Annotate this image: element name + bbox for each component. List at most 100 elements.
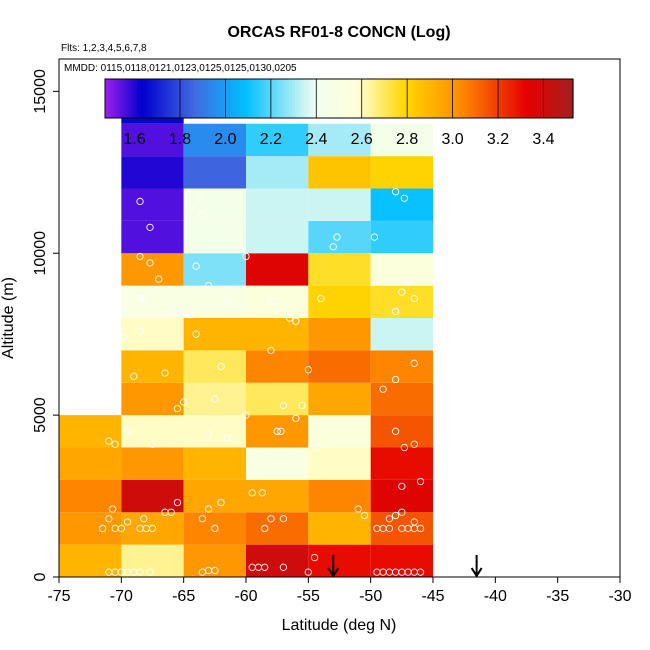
colorbar-swatch [564,79,568,118]
data-point [130,372,138,380]
data-point [204,281,213,290]
colorbar-swatch [277,79,282,118]
heatmap-cell [308,415,371,448]
data-point [198,210,207,219]
colorbar-swatch [406,79,410,118]
colorbar-swatch [125,79,129,118]
plot-frame [58,58,621,578]
x-tick-label: -55 [297,588,320,605]
colorbar-swatch [388,79,393,118]
y-axis: 0 5000 10000 15000 [32,69,59,581]
heatmap-cell [308,318,371,351]
colorbar-swatch [344,79,349,118]
data-point [146,223,154,232]
colorbar-swatch [300,79,305,118]
colorbar-tick-label: 2.6 [351,131,373,148]
data-point [360,511,369,520]
colorbar-swatch [192,79,197,118]
heatmap-cell [121,350,184,383]
colorbar-swatch [201,79,206,118]
data-point [292,317,300,325]
colorbar-swatch [356,79,361,118]
colorbar-swatch [134,79,138,118]
data-point [317,294,325,303]
heatmap-cell [121,156,184,189]
heatmap-cell [121,318,184,351]
colorbar-swatch [318,79,323,118]
colorbar-swatch [303,79,308,118]
data-point [391,427,400,435]
data-point [292,414,300,423]
data-point [248,489,256,497]
data-point [285,314,294,322]
colorbar-swatch [207,79,211,118]
heatmap-cell [308,220,371,254]
data-point [398,482,406,490]
heatmap-cell [121,447,184,480]
colorbar-swatch [534,79,539,118]
colorbar-swatch [324,79,328,118]
colorbar-swatch [333,79,337,118]
colorbar-swatch [458,79,463,118]
data-point [400,194,408,202]
colorbar-swatch [379,79,384,118]
colorbar-swatch [151,79,156,118]
colorbar-swatch [546,79,551,118]
colorbar-swatch [154,79,159,118]
colorbar-ticks: 1.6 1.8 2.0 2.2 2.4 2.6 2.8 3.0 3.2 3.4 [123,131,554,148]
heatmap-cell [246,544,309,577]
colorbar-swatch [286,79,290,118]
colorbar-swatch [453,79,457,118]
data-point [410,359,418,367]
colorbar-swatch [213,79,217,118]
heatmap-cell [370,479,433,513]
colorbar-swatch [540,79,545,118]
colorbar-tick-label: 3.0 [441,131,463,148]
data-point [391,307,400,316]
colorbar-swatch [175,79,179,118]
heatmap-cell [308,253,371,286]
data-point [333,233,341,241]
colorbar-swatch [339,79,343,118]
x-tick-label: -35 [546,588,569,605]
dates-subtitle: MMDD: 0115,0118,0121,0123,0125,0125,0130… [64,63,297,74]
colorbar-swatch [508,79,513,118]
colorbar-swatch [350,79,355,118]
heatmap-cell [246,350,309,383]
heatmap-cell [59,447,122,480]
colorbar-swatch [347,79,352,118]
colorbar-swatch [570,79,574,118]
colorbar-tick-label: 2.0 [214,131,236,148]
heatmap-cell [183,156,246,189]
colorbar-swatch [341,79,346,118]
colorbar-swatch [195,79,200,118]
colorbar-swatch [365,79,369,118]
heatmap-cell [370,253,433,286]
heatmap-cell [370,285,433,318]
heatmap-cell [59,512,122,545]
colorbar-swatch [502,79,507,118]
colorbar-swatch [417,79,422,118]
colorbar-swatch [470,79,475,118]
colorbar-swatch [543,79,548,118]
heatmap-cell [246,220,309,254]
data-point [173,404,182,413]
data-point [391,375,400,384]
colorbar-swatch [555,79,559,118]
colorbar-swatch [245,79,249,118]
data-point [313,443,321,452]
data-point [140,294,148,303]
heatmap-cell [121,382,184,416]
data-point [267,515,275,523]
heatmap-cell [246,479,309,513]
heatmap-cell [370,415,433,448]
heatmap-cell [183,447,246,480]
colorbar-swatch [359,79,363,118]
heatmap-cell [59,544,122,577]
colorbar-swatch [169,79,173,118]
data-point [354,505,362,513]
colorbar-swatch [110,79,115,118]
data-point [167,508,175,516]
data-point [304,568,312,576]
colorbar-swatch [549,79,554,118]
